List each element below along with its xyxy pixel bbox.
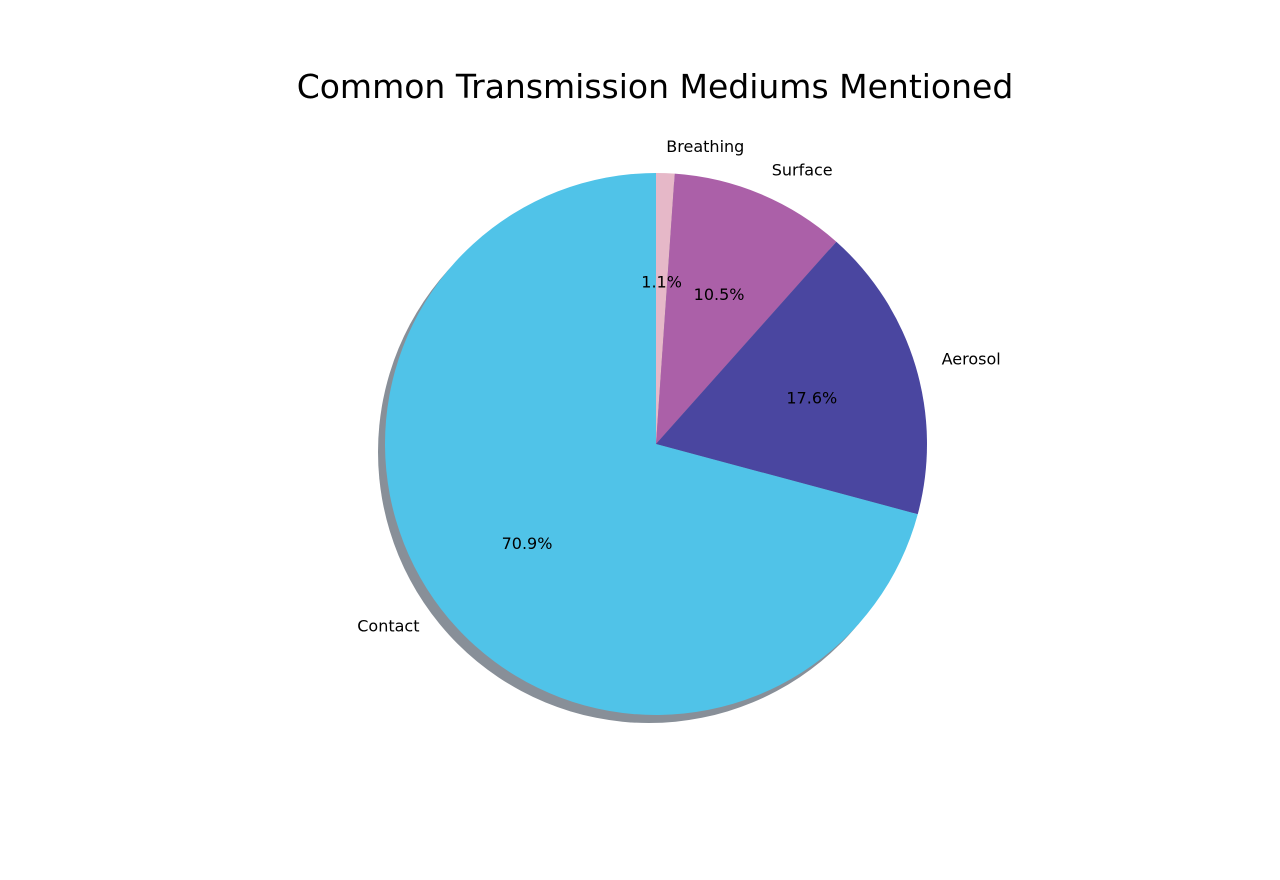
pie-slice-surface [656,173,837,444]
slice-pct-contact: 70.9% [502,534,553,553]
slice-label-aerosol: Aerosol [942,350,1001,369]
slice-pct-aerosol: 17.6% [786,389,837,408]
pie-slice-aerosol [656,241,928,515]
pie-slices [385,173,928,715]
slice-pct-breathing: 1.1% [641,273,682,292]
slice-label-breathing: Breathing [666,137,744,156]
pie-slice-contact [385,173,918,715]
slice-pct-surface: 10.5% [694,285,745,304]
slice-label-contact: Contact [357,616,419,635]
pie-labels: Breathing 1.1% Surface 10.5% Aerosol 17.6% Con… [357,137,1000,635]
chart-title: Common Transmission Mediums Mentioned [297,67,1014,106]
pie-slice-breathing [656,173,675,444]
slice-label-surface: Surface [772,160,833,179]
